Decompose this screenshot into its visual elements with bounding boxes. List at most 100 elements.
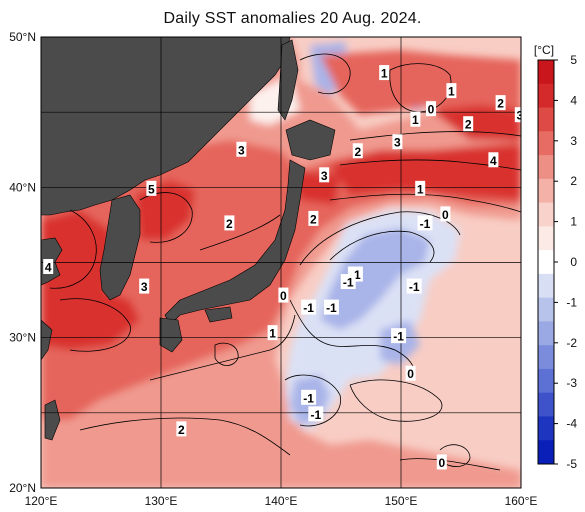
colorbar-swatch: [538, 202, 554, 227]
colorbar-swatch: [538, 273, 554, 299]
warm-mid-north: [320, 50, 521, 120]
contour-value-label: -1: [406, 278, 422, 294]
contour-label-text: 3: [321, 169, 328, 183]
contour-label-backdrop: [224, 215, 235, 231]
contour-label-backdrop: [405, 365, 416, 381]
contour-label-text: 3: [394, 136, 401, 150]
contour-label-text: 1: [269, 327, 276, 341]
x-axis-tick-label: 140°E: [265, 494, 298, 508]
colorbar-unit: [°C]: [534, 43, 554, 57]
contour-value-label: 0: [440, 206, 451, 222]
contour-value-label: 2: [352, 143, 363, 159]
contour-label-text: 1: [417, 182, 424, 196]
contour-line: [199, 214, 281, 251]
contour-line: [79, 417, 291, 456]
map-grid: [41, 37, 521, 488]
contour-line: [289, 299, 415, 381]
contour-label-backdrop: [340, 274, 356, 290]
contour-value-label: 2: [463, 116, 474, 132]
contour-label-text: 4: [45, 261, 52, 275]
map-frame: [40, 36, 522, 489]
contour-label-backdrop: [139, 278, 150, 294]
contour-label-backdrop: [267, 325, 278, 341]
contour-label-backdrop: [406, 278, 422, 294]
y-axis-tick-label: 40°N: [9, 180, 36, 194]
contour-line: [214, 342, 239, 366]
contour-label-backdrop: [176, 421, 187, 437]
contour-line: [59, 298, 131, 352]
contour-label-text: 2: [178, 423, 185, 437]
contour-value-label: 1: [415, 180, 426, 196]
contour-label-backdrop: [323, 299, 339, 315]
colorbar-swatch: [538, 345, 554, 370]
contour-value-label: 3: [392, 134, 403, 150]
contour-label-backdrop: [319, 167, 330, 183]
contour-value-label: 3: [236, 141, 247, 157]
contour-line: [149, 314, 296, 381]
contour-value-label: 2: [224, 215, 235, 231]
contour-line: [349, 131, 521, 141]
y-axis-tick-label: 30°N: [9, 331, 36, 345]
contour-label-backdrop: [514, 107, 521, 123]
colorbar: [°C] 5 4 3 2 1 0 -1 -2 -3 -4 -5: [534, 43, 577, 471]
colorbar-swatches: [538, 60, 554, 465]
contour-label-text: -1: [409, 280, 420, 294]
contour-line: [139, 192, 193, 243]
warm-strong-ecs: [41, 285, 140, 350]
contour-label-backdrop: [236, 141, 247, 157]
contour-label-text: -1: [326, 301, 337, 315]
colorbar-tick-label: -4: [566, 417, 577, 431]
colorbar-swatch: [538, 131, 554, 156]
contour-label-text: 0: [442, 208, 449, 222]
contour-label-text: 1: [412, 113, 419, 127]
landmass-asia: [41, 37, 291, 216]
contour-line: [439, 444, 471, 467]
contour-label-backdrop: [417, 215, 433, 231]
colorbar-tick-label: -1: [566, 295, 577, 309]
contour-value-label: 2: [176, 421, 187, 437]
contour-line: [299, 53, 351, 95]
landmass-layer: [41, 37, 336, 441]
colorbar-swatch: [538, 297, 554, 322]
landmass-hokkaido: [285, 119, 336, 161]
map-title: Daily SST anomalies 20 Aug. 2024.: [163, 10, 422, 27]
warm-pale-east: [440, 230, 521, 345]
contour-label-backdrop: [308, 406, 324, 422]
x-axis-tick-label: 120°E: [25, 494, 58, 508]
colorbar-tick-label: 5: [570, 53, 577, 67]
contour-label-text: -1: [303, 301, 314, 315]
contour-label-text: 0: [428, 103, 435, 117]
contour-line: [299, 211, 461, 266]
colorbar-swatch: [538, 226, 554, 251]
contour-label-text: 3: [516, 109, 523, 123]
contour-line: [49, 209, 97, 289]
landmass-taiwan: [44, 399, 61, 441]
colorbar-tick-label: 1: [570, 215, 577, 229]
warm-strong-east: [330, 145, 521, 200]
x-axis-tick-label: 150°E: [385, 494, 418, 508]
contour-label-backdrop: [488, 152, 499, 168]
contour-label-backdrop: [463, 116, 474, 132]
contour-label-text: 1: [448, 85, 455, 99]
contour-label-text: 2: [465, 118, 472, 132]
x-axis-tick-label: 160°E: [505, 494, 538, 508]
contour-value-label: 3: [514, 107, 523, 123]
contour-label-backdrop: [436, 454, 447, 470]
landmass-sakhalin: [277, 39, 299, 121]
contour-label-text: 2: [310, 212, 317, 226]
contour-value-label: -1: [308, 406, 324, 422]
contour-label-text: 2: [497, 97, 504, 111]
colorbar-swatch: [538, 83, 554, 109]
contour-label-text: 0: [438, 456, 445, 470]
contour-label-text: 0: [280, 289, 287, 303]
contour-label-backdrop: [308, 210, 319, 226]
contour-label-text: 5: [148, 182, 155, 196]
contour-label-backdrop: [426, 101, 436, 117]
colorbar-tick-label: 4: [570, 93, 577, 107]
contour-label-text: -1: [343, 276, 354, 290]
contour-label-text: -1: [420, 217, 431, 231]
landmass-korea: [99, 194, 141, 301]
contour-label-backdrop: [415, 180, 426, 196]
contour-label-text: -1: [310, 408, 321, 422]
